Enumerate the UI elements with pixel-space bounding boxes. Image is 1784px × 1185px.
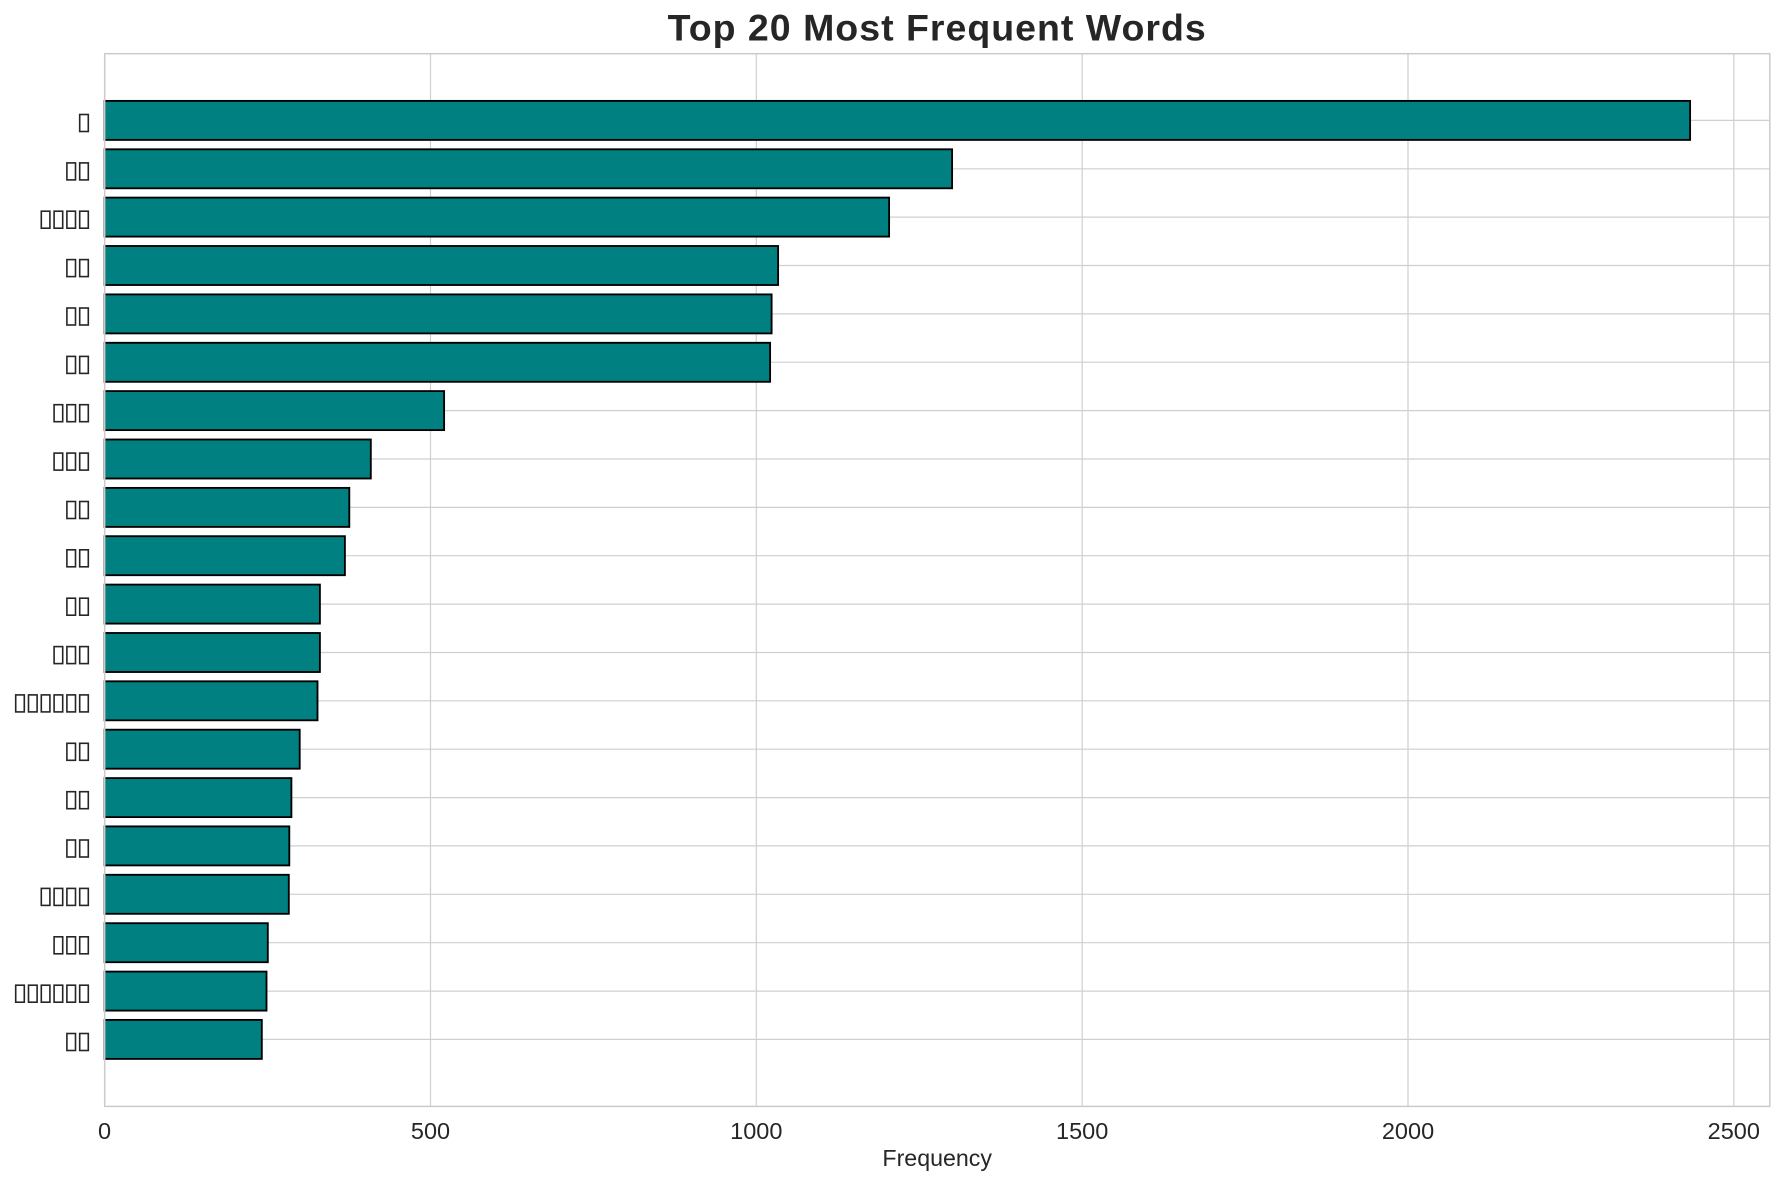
svg-text:500: 500 — [411, 1118, 450, 1144]
svg-text:Top 20 Most Frequent Words: Top 20 Most Frequent Words — [668, 7, 1207, 49]
svg-text:Frequency: Frequency — [882, 1145, 992, 1171]
svg-text:1000: 1000 — [730, 1118, 782, 1144]
svg-text:2500: 2500 — [1708, 1118, 1760, 1144]
svg-text:1500: 1500 — [1056, 1118, 1108, 1144]
svg-text:0: 0 — [98, 1118, 111, 1144]
svg-text:2000: 2000 — [1382, 1118, 1434, 1144]
